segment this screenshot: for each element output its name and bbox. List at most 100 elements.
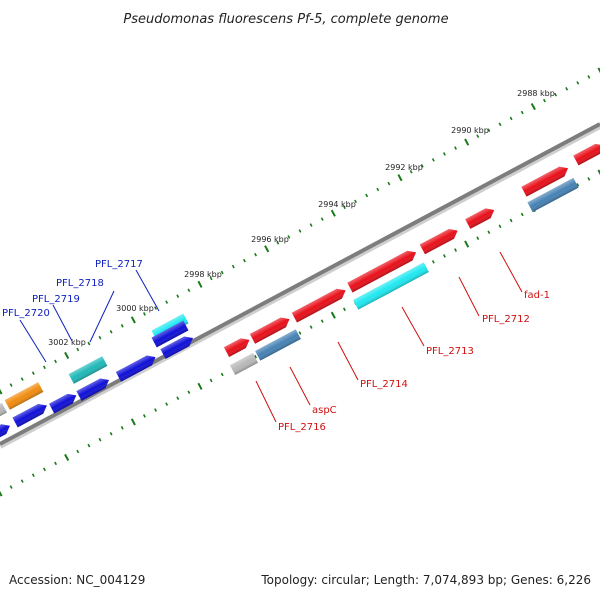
gene-arrow[interactable] [419,226,460,255]
gene-arrow[interactable] [223,335,252,357]
outer-tick-mark [330,209,336,217]
gene-shading [68,356,108,384]
gene-shading [49,393,77,414]
outer-tick-mark [264,245,270,253]
gene-shading [527,177,579,213]
gene-shading [4,382,44,410]
callout-line [401,306,425,347]
kbp-label: 3000 kbp [116,304,154,313]
outer-tick-mark [254,252,258,257]
inner-tick-mark [87,443,91,448]
gene-label[interactable]: PFL_2718 [56,278,104,289]
gene-arrow[interactable] [4,382,44,410]
outer-tick-mark [209,276,213,281]
outer-tick-mark [554,92,558,97]
gene-arrow[interactable] [68,356,108,384]
gene-label[interactable]: aspC [312,405,337,416]
gene-shading [521,166,569,197]
outer-tick-mark [565,86,569,91]
gene-shading [115,355,156,382]
outer-tick-mark [142,312,146,316]
gene-arrow[interactable] [249,314,292,344]
inner-tick-mark [309,325,313,329]
callout-line [89,290,115,343]
gene-arrow[interactable] [527,177,579,213]
gene-arrow[interactable] [151,320,189,348]
inner-tick-mark [498,224,502,229]
gene-arrow[interactable] [0,402,7,418]
gene-arrow[interactable] [353,262,429,310]
outer-tick-mark [454,146,458,150]
gene-arrow[interactable] [347,248,418,293]
outer-tick-mark [64,351,70,360]
gene-label[interactable]: PFL_2712 [482,314,530,325]
gene-shading [465,208,495,229]
kbp-label: 2994 kbp [318,200,356,209]
gene-shading [151,320,189,348]
inner-tick-mark [587,177,591,181]
gene-shading [12,403,47,428]
inner-tick-mark [509,218,513,223]
callout-line [255,380,277,423]
gene-callouts: PFL_2717 PFL_2718 PFL_2719 PFL_2720 fad-1 PFL… [2,251,550,433]
gene-arrow[interactable] [0,421,13,440]
outer-tick-mark [498,122,502,127]
inner-tick-mark [520,212,524,217]
outer-tick-mark [176,294,180,298]
outer-tick-mark [54,359,58,364]
gene-label[interactable]: PFL_2717 [95,259,143,270]
gene-arrow[interactable] [115,352,158,382]
gene-arrow[interactable] [573,141,600,166]
inner-tick-mark [597,169,600,176]
outer-tick-mark [476,134,480,138]
outer-tick-mark [220,270,224,275]
outer-tick-mark [587,75,591,79]
inner-tick-mark [165,402,169,406]
gene-label[interactable]: PFL_2713 [426,346,474,357]
outer-tick-mark [76,347,80,352]
gene-arrow[interactable] [255,329,301,361]
gene-arrow[interactable] [160,333,195,359]
inner-tick-mark [9,485,13,489]
outer-tick-mark [242,258,246,263]
outer-tick-mark [130,316,136,324]
gene-arrow[interactable] [291,286,348,323]
inner-tick-mark [176,396,180,400]
outer-tick-mark [231,264,235,269]
gene-shading [223,338,250,357]
gene-label[interactable]: fad-1 [524,290,550,301]
gene-label[interactable]: PFL_2714 [360,379,408,390]
outer-tick-mark [442,152,446,156]
gene-arrow[interactable] [12,401,50,428]
gene-shading [0,402,7,418]
inner-tick-mark [54,461,58,466]
gene-label[interactable]: PFL_2716 [278,422,326,433]
map-title: Pseudomonas fluorescens Pf-5, complete g… [123,12,448,27]
gene-arrow[interactable] [76,375,111,401]
inner-tick-mark [187,390,191,395]
gene-arrow[interactable] [229,353,259,375]
callout-line [52,304,73,342]
outer-tick-mark [397,174,403,182]
gene-shading [160,336,194,359]
outer-tick-mark [387,181,391,186]
callout-line [499,251,523,293]
callout-line [337,341,359,381]
kbp-label: 3002 kbp [48,338,86,347]
inner-tick-mark [220,372,224,377]
gene-arrow[interactable] [521,163,570,197]
gene-label[interactable]: PFL_2720 [2,308,50,319]
gene-label[interactable]: PFL_2719 [32,294,80,305]
gene-shading [419,229,458,255]
inner-tick-mark [31,473,35,478]
gene-shading [255,329,301,361]
gene-arrow[interactable] [49,391,79,414]
accession-text: Accession: NC_004129 [9,573,146,587]
kbp-labels: 2988 kbp 2990 kbp 2992 kbp 2994 kbp 2996 kbp… [48,89,555,347]
kbp-label: 2990 kbp [451,126,489,135]
kbp-label: 2998 kbp [184,270,222,279]
inner-tick-mark [576,183,580,187]
callout-line [19,319,47,363]
gene-arrow[interactable] [465,205,497,229]
outer-tick-mark [464,138,470,146]
